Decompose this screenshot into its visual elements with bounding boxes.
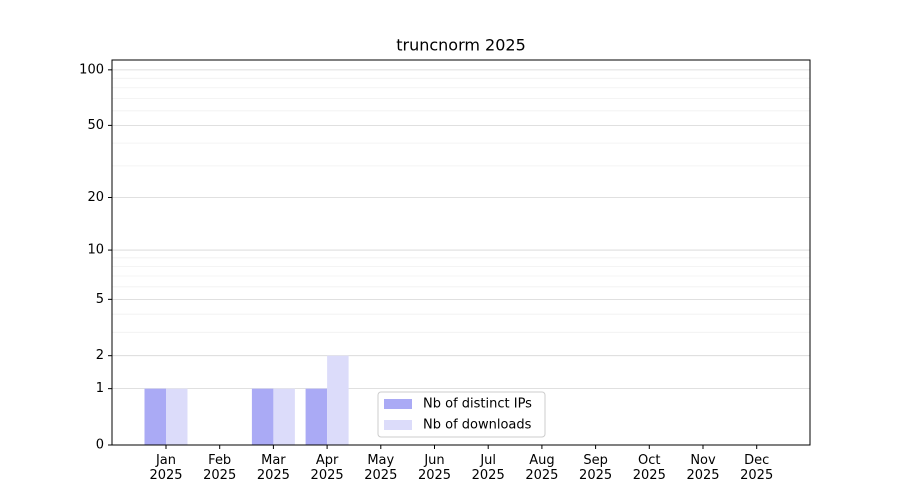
- plot-frame: [111, 59, 811, 446]
- x-tick-label: Jul 2025: [471, 453, 505, 483]
- y-tick-label: 20: [87, 190, 104, 205]
- legend-swatch: [384, 420, 412, 430]
- y-tick-label: 5: [96, 292, 104, 307]
- bar: [144, 388, 166, 445]
- bar: [305, 388, 328, 445]
- chart-title: truncnorm 2025: [396, 36, 526, 55]
- x-tick-label: Feb 2025: [203, 453, 237, 483]
- x-tick-label: Jun 2025: [417, 453, 452, 483]
- y-tick-label: 1: [96, 381, 104, 396]
- legend: Nb of distinct IPs Nb of downloads: [377, 391, 546, 438]
- x-tick-label: Jan 2025: [149, 453, 183, 483]
- y-tick-label: 10: [87, 243, 104, 258]
- y-tick-label: 100: [79, 62, 104, 77]
- grid: [112, 69, 810, 446]
- x-tick-label: Nov 2025: [686, 453, 720, 483]
- bar: [327, 355, 349, 445]
- y-tick-label: 0: [96, 438, 104, 453]
- x-tick-label: Dec 2025: [740, 453, 774, 483]
- bar: [273, 388, 295, 445]
- x-tick-label: Sep 2025: [579, 453, 613, 483]
- x-tick-label: Apr 2025: [310, 453, 344, 483]
- x-tick-label: Mar 2025: [256, 453, 290, 483]
- legend-label: Nb of downloads: [423, 418, 532, 433]
- legend-swatch: [384, 399, 412, 409]
- x-tick-label: Aug 2025: [525, 453, 559, 483]
- legend-box: [377, 391, 546, 438]
- y-tick-label: 50: [87, 118, 104, 133]
- legend-label: Nb of distinct IPs: [423, 397, 532, 412]
- bar: [251, 388, 274, 445]
- x-tick-label: May 2025: [364, 453, 398, 483]
- bar: [166, 388, 188, 445]
- y-tick-label: 2: [96, 348, 104, 363]
- x-tick-label: Oct 2025: [632, 453, 666, 483]
